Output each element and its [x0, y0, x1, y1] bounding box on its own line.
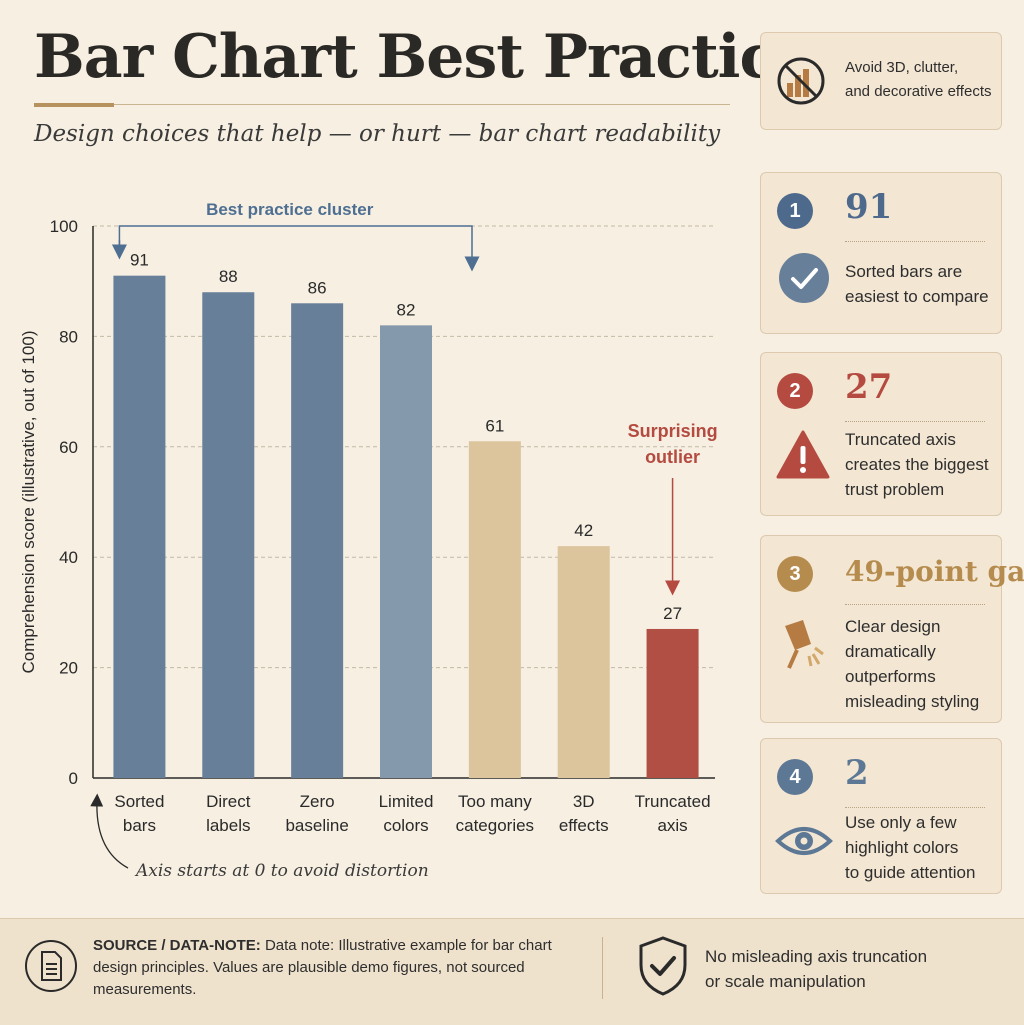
eye-icon [775, 827, 833, 855]
card-divider [845, 421, 985, 422]
source-label: SOURCE / DATA-NOTE: [93, 937, 261, 954]
card-divider [845, 807, 985, 808]
data-label: 82 [397, 300, 416, 319]
card-text: Use only a few highlight colors to guide… [845, 813, 976, 882]
tip-card-text: Avoid 3D, clutter, and decorative effect… [845, 59, 992, 100]
y-tick-label: 0 [69, 769, 78, 788]
insight-card-2: 2 27 Truncated axis creates the biggest … [760, 352, 1002, 516]
card-number-badge: 4 [777, 759, 813, 795]
outlier-annotation: outlier [645, 447, 700, 467]
document-icon [25, 940, 77, 992]
no-3d-chart-icon [777, 57, 825, 105]
x-tick-label: Direct [206, 792, 251, 811]
card-divider [845, 604, 985, 605]
bar [202, 292, 255, 778]
bar [557, 546, 610, 778]
spotlight-icon [785, 620, 824, 669]
title-divider [114, 104, 730, 105]
bar [113, 275, 166, 778]
data-label: 88 [219, 267, 238, 286]
footer-divider [602, 937, 603, 999]
shield-check-icon [639, 936, 687, 996]
insight-card-3: 3 49-point gap Clear design dramatically… [760, 535, 1024, 723]
data-label: 86 [308, 278, 327, 297]
y-tick-label: 80 [59, 327, 78, 346]
y-tick-label: 100 [50, 217, 78, 236]
x-tick-label: categories [456, 816, 534, 835]
insight-card-1: 1 91 Sorted bars are easiest to compare [760, 172, 1002, 334]
x-tick-label: colors [383, 816, 428, 835]
page-title: Bar Chart Best Practices [34, 22, 846, 92]
card-number-badge: 2 [777, 373, 813, 409]
y-tick-label: 40 [59, 548, 78, 567]
page-subtitle: Design choices that help — or hurt — bar… [34, 121, 721, 147]
x-tick-label: Limited [379, 792, 434, 811]
x-tick-label: Too many [458, 792, 532, 811]
source-note: SOURCE / DATA-NOTE: Data note: Illustrat… [93, 935, 583, 1001]
cluster-bracket [118, 225, 480, 272]
source-text: Data note: Illustrative example for bar … [93, 937, 552, 998]
x-tick-label: bars [123, 816, 156, 835]
card-number-badge: 3 [777, 556, 813, 592]
bar [468, 441, 521, 778]
bar [291, 303, 344, 778]
card-text: Truncated axis creates the biggest trust… [845, 430, 989, 499]
card-headline: 2 [845, 753, 869, 793]
tip-card-avoid-3d: Avoid 3D, clutter, and decorative effect… [760, 32, 1002, 130]
x-tick-label: Zero [300, 792, 335, 811]
x-tick-label: effects [559, 816, 609, 835]
card-headline: 91 [845, 187, 893, 227]
x-tick-label: Sorted [114, 792, 164, 811]
card-text: Sorted bars are easiest to compare [845, 262, 989, 306]
x-tick-label: 3D [573, 792, 595, 811]
title-accent-rule [34, 103, 114, 107]
insight-card-4: 4 2 Use only a few highlight colors to g… [760, 738, 1002, 894]
warning-triangle-icon [776, 430, 830, 479]
card-number-badge: 1 [777, 193, 813, 229]
axis-note: Axis starts at 0 to avoid distortion [134, 861, 429, 881]
bar [646, 628, 699, 778]
cluster-annotation: Best practice cluster [206, 200, 374, 219]
data-label: 61 [485, 416, 504, 435]
footer-pledge: No misleading axis truncation or scale m… [705, 947, 928, 991]
axis-note-arrow [90, 793, 129, 869]
card-text: Clear design dramatically outperforms mi… [845, 617, 980, 711]
y-axis-title: Comprehension score (illustrative, out o… [19, 331, 38, 674]
data-label: 91 [130, 251, 149, 270]
y-tick-label: 60 [59, 438, 78, 457]
bar [380, 325, 432, 778]
x-tick-label: labels [206, 816, 250, 835]
check-circle-icon [779, 253, 829, 303]
card-divider [845, 241, 985, 242]
data-label: 42 [574, 521, 593, 540]
card-headline: 49-point gap [845, 555, 1024, 588]
bar-chart: 0 20 40 60 80 100 Comprehension score (illustr… [19, 200, 718, 881]
outlier-annotation: Surprising [628, 421, 718, 441]
x-tick-label: Truncated [635, 792, 711, 811]
y-tick-label: 20 [59, 659, 78, 678]
footer: SOURCE / DATA-NOTE: Data note: Illustrat… [0, 918, 1024, 1025]
card-headline: 27 [845, 367, 893, 407]
data-label: 27 [663, 604, 682, 623]
x-tick-label: baseline [285, 816, 348, 835]
x-tick-label: axis [657, 816, 687, 835]
